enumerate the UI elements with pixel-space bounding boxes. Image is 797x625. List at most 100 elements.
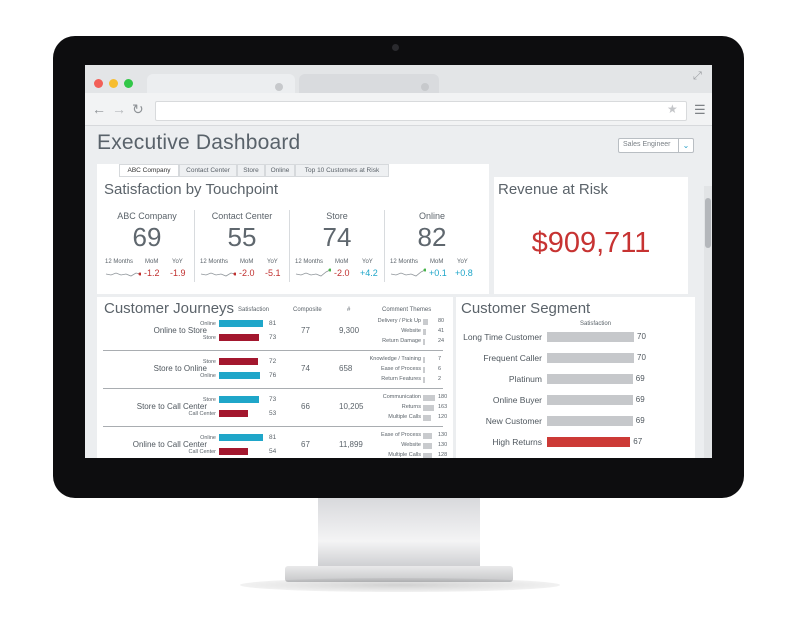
theme-label: Return Damage [382,338,421,344]
role-dropdown[interactable]: Sales Engineer ⌄ [618,138,694,153]
revenue-title: Revenue at Risk [498,181,609,198]
col-comment-themes: Comment Themes [382,307,432,313]
months-label: 12 Months [295,259,324,265]
touchpoint-score: 82 [417,222,447,252]
browser-tab-inactive[interactable] [299,74,439,93]
segment-label: Online Buyer [492,395,542,405]
segment-bar [547,416,633,426]
theme-label: Website [401,328,421,334]
journey-bar-value: 76 [269,372,277,379]
sparkline [200,272,236,277]
bookmark-star-icon[interactable]: ★ [667,102,678,116]
touchpoint-name: Store [326,211,348,221]
theme-label: Knowledge / Training [369,356,421,362]
journey-bar-label: Store [202,335,216,341]
journey-bar-value: 54 [269,448,277,455]
column-divider [384,210,385,282]
journey-composite: 74 [301,364,310,373]
theme-value: 24 [438,338,445,344]
theme-bar [423,443,432,449]
browser-window: ⤢ ← → ↻ ★ ☰ Executive Dashboard Sales En… [85,65,712,458]
theme-bar [423,357,425,363]
fullscreen-icon[interactable]: ⤢ [693,70,702,82]
tab-contact-center[interactable]: Contact Center [179,164,237,177]
sparkline [390,268,426,277]
segment-bar [547,332,634,342]
mom-label: MoM [240,259,254,265]
sparkline-endpoint [328,268,331,272]
page-title: Executive Dashboard [97,131,301,154]
segment-value: 67 [633,437,643,446]
sparkline [105,272,141,277]
browser-menu-icon[interactable]: ☰ [694,102,706,117]
segment-panel: Customer Segment Satisfaction Long Time … [456,297,695,458]
segment-bar [547,395,633,405]
months-label: 12 Months [390,259,419,265]
mom-label: MoM [430,259,444,265]
reload-icon[interactable]: ↻ [132,101,144,117]
role-dropdown-value: Sales Engineer [623,141,671,148]
journey-bar-label: Online [200,321,216,327]
journey-bar [219,448,249,455]
segment-value: 69 [635,395,645,404]
revenue-panel: Revenue at Risk $909,711 [494,177,688,294]
scrollbar[interactable] [704,186,712,458]
theme-label: Ease of Process [380,366,421,372]
address-bar[interactable] [155,101,687,121]
sparkline-endpoint [138,272,141,276]
chevron-down-icon[interactable]: ⌄ [678,139,693,152]
col-count: # [347,307,351,313]
maximize-window-icon[interactable] [124,79,133,88]
mom-value: -2.0 [334,268,350,278]
sparkline-line [200,272,236,277]
segment-value: 70 [637,332,646,341]
tab-online[interactable]: Online [265,164,295,177]
close-window-icon[interactable] [94,79,103,88]
mom-value: -1.2 [144,268,160,278]
theme-label: Multiple Calls [388,452,421,458]
yoy-label: YoY [457,259,468,265]
tab-close-icon[interactable] [421,83,429,91]
theme-label: Website [401,442,421,448]
segment-value: 70 [637,353,646,362]
forward-icon[interactable]: → [112,101,126,117]
journey-bar-value: 53 [269,410,277,417]
segment-bar [547,353,634,363]
yoy-value: -5.1 [265,268,281,278]
touchpoint-name: ABC Company [117,211,177,221]
tab-top-customers[interactable]: Top 10 Customers at Risk [295,164,389,177]
journey-name: Online to Store [153,326,207,335]
theme-value: 80 [438,318,445,324]
journey-count: 658 [339,364,353,373]
theme-value: 128 [438,452,448,458]
segment-col-satisfaction: Satisfaction [580,321,612,327]
journeys-title: Customer Journeys [104,300,235,317]
journey-composite: 66 [301,402,310,411]
journey-count: 9,300 [339,326,360,335]
theme-bar [423,405,434,411]
theme-bar [423,367,425,373]
theme-bar [423,329,426,335]
touchpoint-score: 55 [227,222,257,252]
tab-close-icon[interactable] [275,83,283,91]
minimize-window-icon[interactable] [109,79,118,88]
back-icon[interactable]: ← [92,101,106,117]
browser-tab-active[interactable] [147,74,295,93]
journey-bar-label: Store [202,397,216,403]
journey-bar-value: 81 [269,320,277,327]
journey-bar-label: Online [200,373,216,379]
yoy-label: YoY [267,259,278,265]
yoy-label: YoY [362,259,373,265]
theme-bar [423,453,432,458]
sparkline-line [105,272,141,277]
theme-value: 130 [438,432,448,438]
mom-value: -2.0 [239,268,255,278]
journey-composite: 67 [301,440,310,449]
tab-store[interactable]: Store [237,164,265,177]
yoy-value: -1.9 [170,268,186,278]
sparkline-line [390,269,426,277]
satisfaction-panel: ABC Company Contact Center Store Online … [97,164,489,294]
scrollbar-thumb[interactable] [705,198,711,248]
tab-abc-company[interactable]: ABC Company [119,164,179,177]
segment-label: Platinum [508,374,542,384]
